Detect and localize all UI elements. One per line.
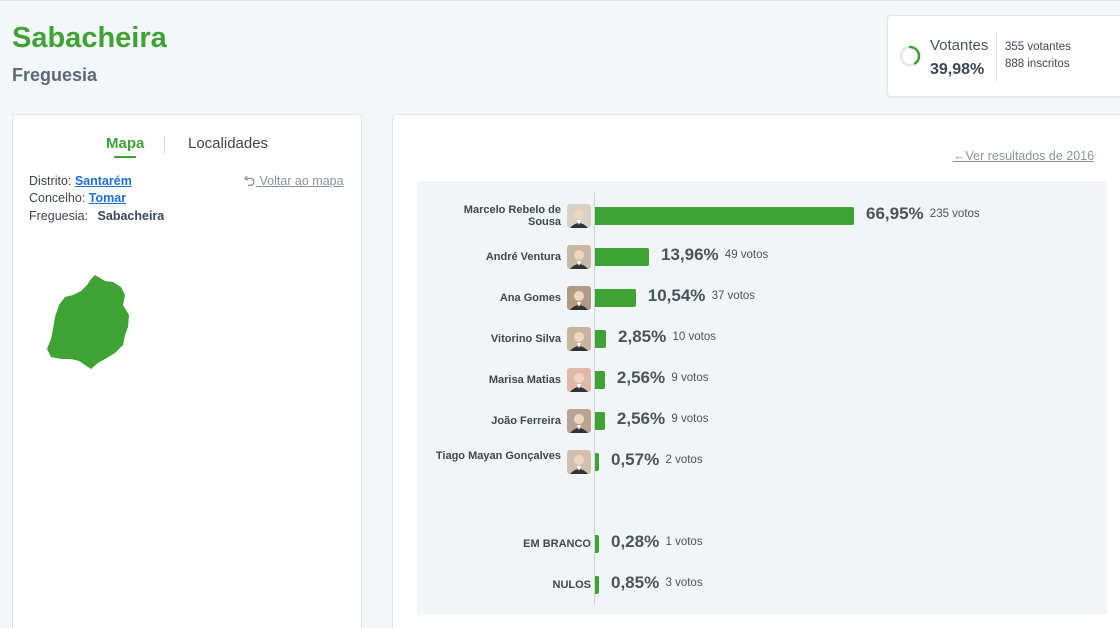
candidate-avatar	[567, 204, 591, 228]
district-link[interactable]: Santarém	[74, 174, 132, 188]
turnout-voters: 355 votantes	[1005, 41, 1071, 53]
previous-results-link[interactable]: ←Ver resultados de 2016	[953, 149, 1094, 163]
turnout-registered: 888 inscritos	[1005, 58, 1070, 70]
candidate-avatar	[567, 245, 591, 269]
result-votes: 37 votos	[711, 290, 756, 302]
result-row[interactable]: Marcelo Rebelo de Sousa 66,95% 235 votos	[417, 199, 1107, 233]
result-bar[interactable]	[595, 576, 599, 594]
result-percent: 66,95%	[866, 204, 924, 223]
result-votes: 235 votos	[929, 208, 980, 220]
page-subtitle: Freguesia	[12, 65, 98, 85]
result-votes: 9 votos	[671, 372, 709, 384]
result-row[interactable]: João Ferreira 2,56% 9 votos	[417, 404, 1107, 438]
results-panel: ←Ver resultados de 2016 Marcelo Rebelo d…	[392, 114, 1120, 628]
parish-line: Freguesia: Sabacheira	[29, 209, 164, 223]
back-to-map-label: Voltar ao mapa	[259, 174, 344, 188]
result-bar[interactable]	[595, 535, 599, 553]
previous-results-label: Ver resultados de 2016	[965, 149, 1095, 163]
result-bar[interactable]	[595, 330, 607, 348]
page-title: Sabacheira	[12, 22, 167, 54]
result-percent: 2,56%	[616, 368, 666, 387]
result-percent: 0,57%	[611, 450, 660, 469]
candidate-name: Vitorino Silva	[490, 333, 561, 345]
top-border	[0, 0, 1120, 1]
result-percent: 13,96%	[661, 245, 719, 264]
turnout-percent: 39,98%	[930, 61, 985, 78]
parish-label: Freguesia:	[29, 209, 89, 223]
candidate-avatar	[567, 409, 591, 433]
result-row[interactable]: Marisa Matias 2,56% 9 votos	[417, 363, 1107, 397]
result-bar[interactable]	[595, 371, 605, 389]
parish-map-shape[interactable]	[43, 273, 133, 373]
result-percent: 0,28%	[611, 532, 660, 551]
turnout-card: Votantes 39,98% 355 votantes 888 inscrit…	[887, 15, 1120, 97]
result-row[interactable]: Tiago Mayan Gonçalves 0,57% 2 votos	[417, 445, 1107, 479]
parish-value: Sabacheira	[97, 209, 165, 223]
council-link[interactable]: Tomar	[88, 191, 127, 205]
tab-separator	[164, 137, 165, 153]
tab-localities[interactable]: Localidades	[188, 135, 269, 152]
turnout-divider	[996, 32, 997, 82]
result-votes: 2 votos	[665, 454, 703, 466]
result-bar[interactable]	[595, 248, 649, 266]
candidate-name: Ana Gomes	[499, 292, 561, 304]
turnout-progress-icon	[899, 45, 921, 67]
result-percent: 2,56%	[616, 409, 666, 428]
result-percent: 10,54%	[647, 286, 706, 305]
result-votes: 9 votos	[671, 413, 709, 425]
candidate-name: EM BRANCO	[523, 538, 591, 550]
candidate-name: João Ferreira	[491, 415, 561, 427]
candidate-name: NULOS	[552, 579, 592, 591]
district-label: Distrito:	[29, 174, 72, 188]
district-line: Distrito: Santarém	[29, 174, 132, 188]
arrow-left-icon: ←	[953, 149, 966, 163]
back-to-map-link[interactable]: Voltar ao mapa	[244, 174, 344, 188]
candidate-name: André Ventura	[485, 251, 561, 263]
result-votes: 10 votos	[672, 331, 716, 343]
result-bar[interactable]	[595, 453, 599, 471]
result-bar[interactable]	[595, 207, 854, 225]
tab-map[interactable]: Mapa	[106, 135, 144, 158]
chart-axis-line	[594, 193, 595, 605]
result-row[interactable]: Ana Gomes 10,54% 37 votos	[417, 281, 1107, 315]
candidate-avatar	[567, 286, 591, 310]
result-bar[interactable]	[595, 289, 636, 307]
map-panel: Mapa Localidades Distrito: Santarém Conc…	[12, 114, 362, 628]
undo-icon	[244, 175, 255, 186]
result-votes: 49 votos	[724, 249, 769, 261]
result-votes: 3 votos	[665, 577, 703, 589]
result-percent: 2,85%	[618, 327, 667, 346]
turnout-label: Votantes	[930, 37, 989, 54]
candidate-avatar	[567, 450, 591, 474]
candidate-avatar	[567, 368, 591, 392]
council-line: Concelho: Tomar	[29, 191, 126, 205]
result-bar[interactable]	[595, 412, 605, 430]
result-row[interactable]: Vitorino Silva 2,85% 10 votos	[417, 322, 1107, 356]
result-row[interactable]: NULOS 0,85% 3 votos	[417, 568, 1107, 602]
candidate-avatar	[567, 327, 591, 351]
candidate-name: Marisa Matias	[488, 374, 561, 386]
result-row[interactable]: André Ventura 13,96% 49 votos	[417, 240, 1107, 274]
result-votes: 1 votos	[665, 536, 703, 548]
result-row[interactable]: EM BRANCO 0,28% 1 votos	[417, 527, 1107, 561]
candidate-name: Tiago Mayan Gonçalves	[435, 450, 561, 462]
candidate-name: Marcelo Rebelo de Sousa	[463, 204, 561, 228]
result-percent: 0,85%	[611, 573, 660, 592]
council-label: Concelho:	[29, 191, 86, 205]
results-chart: Marcelo Rebelo de Sousa 66,95% 235 votos An…	[417, 181, 1107, 614]
